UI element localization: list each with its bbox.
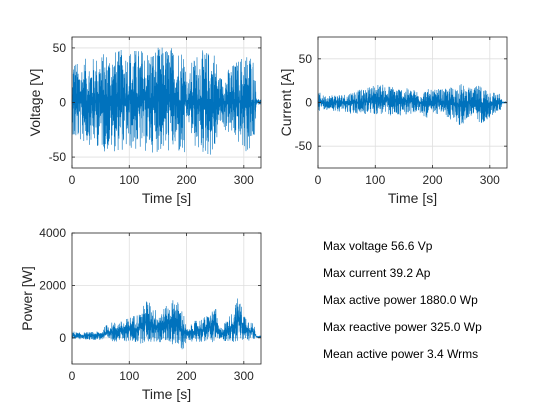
voltage-y-tick-label: 0	[59, 96, 66, 110]
power-x-tick-label: 300	[234, 369, 254, 383]
power-y-tick-label: 0	[59, 331, 66, 345]
current-chart: 0 100 200 300 -50 0 50 Time [s] Current [A]	[278, 36, 508, 206]
current-x-tick-label: 100	[365, 173, 385, 187]
power-axes-box	[71, 232, 262, 365]
current-y-tick-label: 0	[305, 96, 312, 110]
mean-active-power-text: Mean active power 3.4 Wrms	[323, 347, 479, 361]
max-current-text: Max current 39.2 Ap	[323, 266, 431, 280]
power-y-axis-label: Power [W]	[19, 266, 35, 331]
max-reactive-power-text: Max reactive power 325.0 Wp	[323, 320, 482, 334]
current-x-tick-label: 300	[480, 173, 500, 187]
voltage-y-tick-label: -50	[49, 150, 67, 164]
power-chart: 0 100 200 300 0 2000 4000 Time [s] Power [W]	[19, 226, 262, 402]
voltage-x-axis-label: Time [s]	[142, 190, 191, 206]
power-y-tick-label: 2000	[39, 278, 66, 292]
current-x-tick-label: 0	[315, 173, 322, 187]
current-x-axis-label: Time [s]	[388, 190, 437, 206]
voltage-x-tick-label: 300	[234, 173, 254, 187]
power-x-tick-label: 0	[69, 369, 76, 383]
statistics-panel: Max voltage 56.6 Vp Max current 39.2 Ap …	[323, 238, 482, 373]
power-x-tick-label: 200	[177, 369, 197, 383]
current-y-axis-label: Current [A]	[278, 69, 294, 137]
max-active-power-text: Max active power 1880.0 Wp	[323, 293, 478, 307]
current-x-tick-label: 200	[423, 173, 443, 187]
power-series-line	[71, 298, 262, 350]
max-voltage-text: Max voltage 56.6 Vp	[323, 239, 433, 253]
power-plot-area	[72, 233, 261, 364]
voltage-x-tick-label: 200	[177, 173, 197, 187]
power-x-tick-label: 100	[119, 369, 139, 383]
voltage-x-tick-label: 0	[69, 173, 76, 187]
power-x-axis-label: Time [s]	[142, 386, 191, 402]
voltage-y-axis-label: Voltage [V]	[27, 69, 43, 137]
voltage-series-line	[71, 47, 262, 155]
power-y-tick-label: 4000	[39, 226, 66, 240]
current-series-line	[317, 84, 508, 126]
current-y-tick-label: 50	[299, 52, 313, 66]
current-series-group	[317, 84, 508, 126]
voltage-x-tick-label: 100	[119, 173, 139, 187]
current-y-tick-label: -50	[295, 139, 313, 153]
voltage-y-tick-label: 50	[53, 41, 67, 55]
voltage-series-group	[71, 47, 262, 155]
power-series-group	[71, 298, 262, 350]
